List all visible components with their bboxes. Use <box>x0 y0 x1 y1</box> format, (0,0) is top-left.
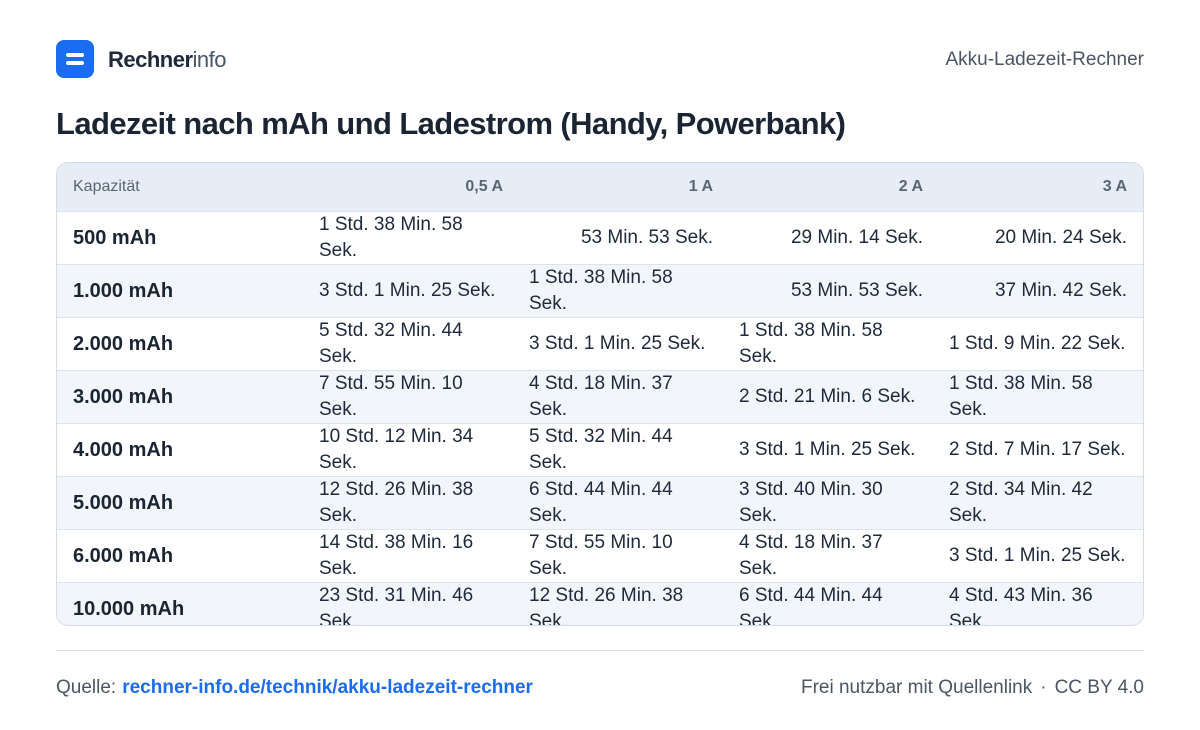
charge-time-cell: 4 Std. 18 Min. 37 Sek. <box>529 372 673 420</box>
capacity-cell: 500 mAh <box>73 226 157 249</box>
charge-time-cell: 53 Min. 53 Sek. <box>790 279 923 301</box>
column-header: 1 A <box>688 177 713 195</box>
license-name: CC BY 4.0 <box>1054 677 1144 698</box>
source-note: Quelle: rechner-info.de/technik/akku-lade… <box>56 677 533 699</box>
charge-time-cell: 3 Std. 1 Min. 25 Sek. <box>319 279 496 301</box>
capacity-cell: 3.000 mAh <box>73 385 174 408</box>
source-link[interactable]: rechner-info.de/technik/akku-ladezeit-re… <box>122 677 533 698</box>
charge-time-cell: 2 Std. 21 Min. 6 Sek. <box>739 385 916 407</box>
capacity-cell: 5.000 mAh <box>73 491 174 514</box>
brand-name[interactable]: Rechnerinfo <box>108 47 227 73</box>
charge-time-cell: 1 Std. 38 Min. 58 Sek. <box>949 372 1093 420</box>
charge-time-cell: 29 Min. 14 Sek. <box>790 226 923 248</box>
capacity-cell: 4.000 mAh <box>73 438 174 461</box>
charge-time-cell: 1 Std. 38 Min. 58 Sek. <box>319 213 463 261</box>
capacity-cell: 2.000 mAh <box>73 332 174 355</box>
license-note: Frei nutzbar mit Quellenlink · CC BY 4.0 <box>801 677 1144 699</box>
charging-time-table: Kapazität 0,5 A 1 A 2 A 3 A 500 mAh 1 Std… <box>56 162 1144 626</box>
charge-time-cell: 2 Std. 7 Min. 17 Sek. <box>949 438 1126 460</box>
charge-time-cell: 1 Std. 38 Min. 58 Sek. <box>529 266 673 314</box>
table-row: 2.000 mAh 5 Std. 32 Min. 44 Sek. 3 Std. 1 … <box>57 317 1143 370</box>
charge-time-cell: 5 Std. 32 Min. 44 Sek. <box>319 319 463 367</box>
charge-time-cell: 2 Std. 34 Min. 42 Sek. <box>949 478 1093 526</box>
charge-time-cell: 3 Std. 1 Min. 25 Sek. <box>529 332 706 354</box>
table-row: 1.000 mAh 3 Std. 1 Min. 25 Sek. 1 Std. 38 … <box>57 264 1143 317</box>
column-header: 2 A <box>898 177 923 195</box>
table-header-row: Kapazität 0,5 A 1 A 2 A 3 A <box>57 163 1143 211</box>
license-text: Frei nutzbar mit Quellenlink <box>800 677 1033 698</box>
charge-time-cell: 3 Std. 1 Min. 25 Sek. <box>949 544 1126 566</box>
charge-time-cell: 1 Std. 9 Min. 22 Sek. <box>949 332 1126 354</box>
header: Rechnerinfo Akku-Ladezeit-Rechner <box>56 40 1144 78</box>
calculator-name: Akku-Ladezeit-Rechner <box>945 49 1144 70</box>
table-row: 6.000 mAh 14 Std. 38 Min. 16 Sek. 7 Std. 5… <box>57 529 1143 582</box>
table-row: 3.000 mAh 7 Std. 55 Min. 10 Sek. 4 Std. 18… <box>57 370 1143 423</box>
logo-icon[interactable] <box>56 40 94 78</box>
table-row: 10.000 mAh 23 Std. 31 Min. 46 Sek. 12 Std.… <box>57 582 1143 626</box>
charge-time-cell: 6 Std. 44 Min. 44 Sek. <box>529 478 673 526</box>
charge-time-cell: 23 Std. 31 Min. 46 Sek. <box>319 584 474 626</box>
charge-time-cell: 37 Min. 42 Sek. <box>994 279 1127 301</box>
charge-time-cell: 12 Std. 26 Min. 38 Sek. <box>529 584 684 626</box>
charge-time-cell: 1 Std. 38 Min. 58 Sek. <box>739 319 883 367</box>
brand-name-strong: Rechner <box>108 47 193 72</box>
charge-time-cell: 20 Min. 24 Sek. <box>994 226 1127 248</box>
charge-time-cell: 7 Std. 55 Min. 10 Sek. <box>319 372 463 420</box>
separator: · <box>1040 677 1047 698</box>
charge-time-cell: 12 Std. 26 Min. 38 Sek. <box>319 478 474 526</box>
charge-time-cell: 3 Std. 40 Min. 30 Sek. <box>739 478 883 526</box>
charge-time-cell: 4 Std. 43 Min. 36 Sek. <box>949 584 1093 626</box>
charge-time-cell: 14 Std. 38 Min. 16 Sek. <box>319 531 474 579</box>
footer-divider <box>56 650 1144 651</box>
capacity-cell: 6.000 mAh <box>73 544 174 567</box>
charge-time-cell: 6 Std. 44 Min. 44 Sek. <box>739 584 883 626</box>
source-label: Quelle: <box>56 677 117 698</box>
capacity-cell: 1.000 mAh <box>73 279 174 302</box>
column-header: 3 A <box>1102 177 1127 195</box>
capacity-cell: 10.000 mAh <box>73 597 185 620</box>
table-row: 500 mAh 1 Std. 38 Min. 58 Sek. 53 Min. 53 … <box>57 211 1143 264</box>
brand-name-light: info <box>192 47 227 72</box>
column-header: Kapazität <box>73 177 140 195</box>
column-header: 0,5 A <box>465 177 503 195</box>
page-title: Ladezeit nach mAh und Ladestrom (Handy, … <box>56 106 846 141</box>
table-row: 5.000 mAh 12 Std. 26 Min. 38 Sek. 6 Std. 4… <box>57 476 1143 529</box>
charge-time-cell: 10 Std. 12 Min. 34 Sek. <box>319 425 474 473</box>
charge-time-cell: 3 Std. 1 Min. 25 Sek. <box>739 438 916 460</box>
charge-time-cell: 5 Std. 32 Min. 44 Sek. <box>529 425 673 473</box>
charge-time-cell: 7 Std. 55 Min. 10 Sek. <box>529 531 673 579</box>
charge-time-cell: 53 Min. 53 Sek. <box>580 226 713 248</box>
charge-time-cell: 4 Std. 18 Min. 37 Sek. <box>739 531 883 579</box>
table-row: 4.000 mAh 10 Std. 12 Min. 34 Sek. 5 Std. 3… <box>57 423 1143 476</box>
